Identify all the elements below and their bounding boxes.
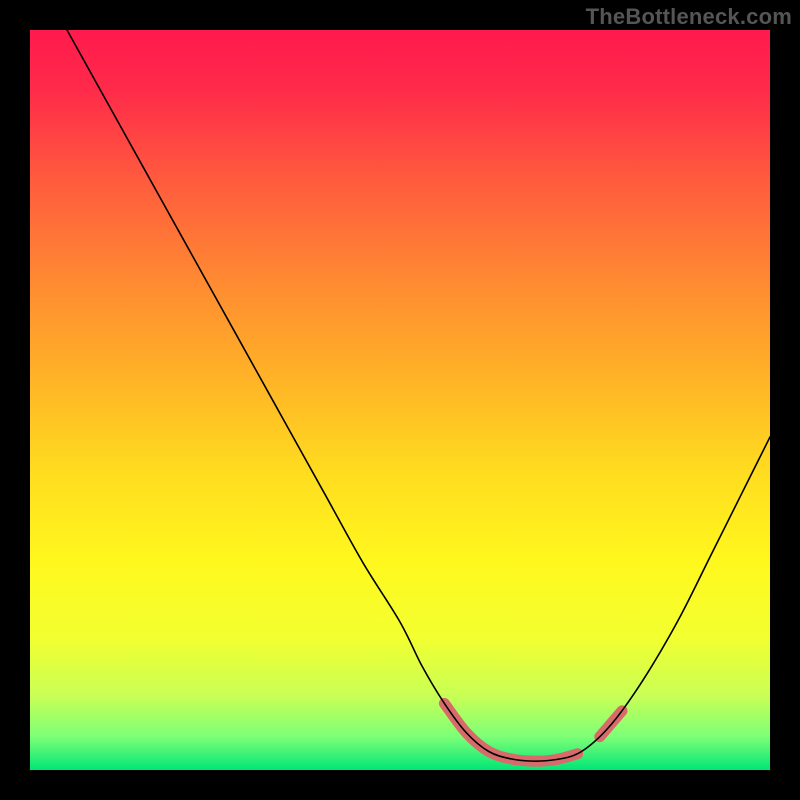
gradient-background: [30, 30, 770, 770]
bottleneck-chart: [0, 0, 800, 800]
chart-stage: TheBottleneck.com: [0, 0, 800, 800]
watermark-text: TheBottleneck.com: [586, 4, 792, 30]
